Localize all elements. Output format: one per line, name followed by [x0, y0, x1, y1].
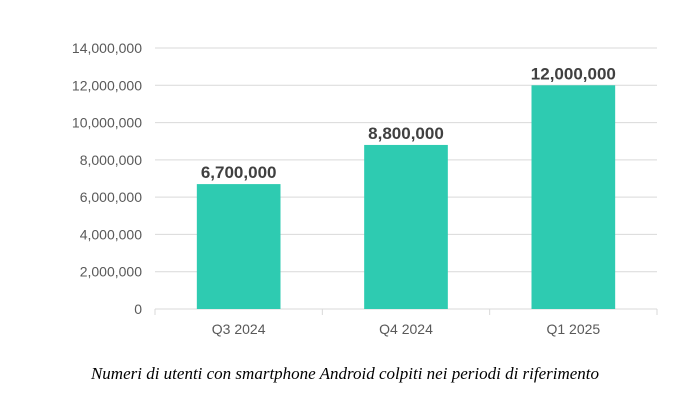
x-axis [154, 308, 658, 315]
data-label: 12,000,000 [531, 64, 616, 83]
x-tick-label: Q4 2024 [379, 321, 433, 337]
y-tick-label: 2,000,000 [80, 264, 142, 280]
y-tick-label: 0 [134, 301, 142, 317]
data-label: 8,800,000 [368, 124, 444, 143]
chart-caption: Numeri di utenti con smartphone Android … [90, 364, 600, 383]
bar [531, 85, 616, 310]
bar-chart: 0 2,000,000 4,000,000 6,000,000 8,000,000 10,… [72, 40, 658, 337]
bars [196, 85, 616, 310]
y-tick-label: 8,000,000 [80, 152, 142, 168]
data-label: 6,700,000 [201, 163, 277, 182]
x-tick-label: Q1 2025 [546, 321, 600, 337]
y-tick-label: 10,000,000 [72, 115, 142, 131]
labels: 0 2,000,000 4,000,000 6,000,000 8,000,000 10,… [72, 40, 616, 337]
bar [364, 144, 448, 309]
bar [196, 184, 281, 309]
y-tick-label: 12,000,000 [72, 77, 142, 93]
x-tick-label: Q3 2024 [212, 321, 266, 337]
y-tick-label: 4,000,000 [80, 226, 142, 242]
y-tick-label: 14,000,000 [72, 40, 142, 56]
y-tick-label: 6,000,000 [80, 189, 142, 205]
